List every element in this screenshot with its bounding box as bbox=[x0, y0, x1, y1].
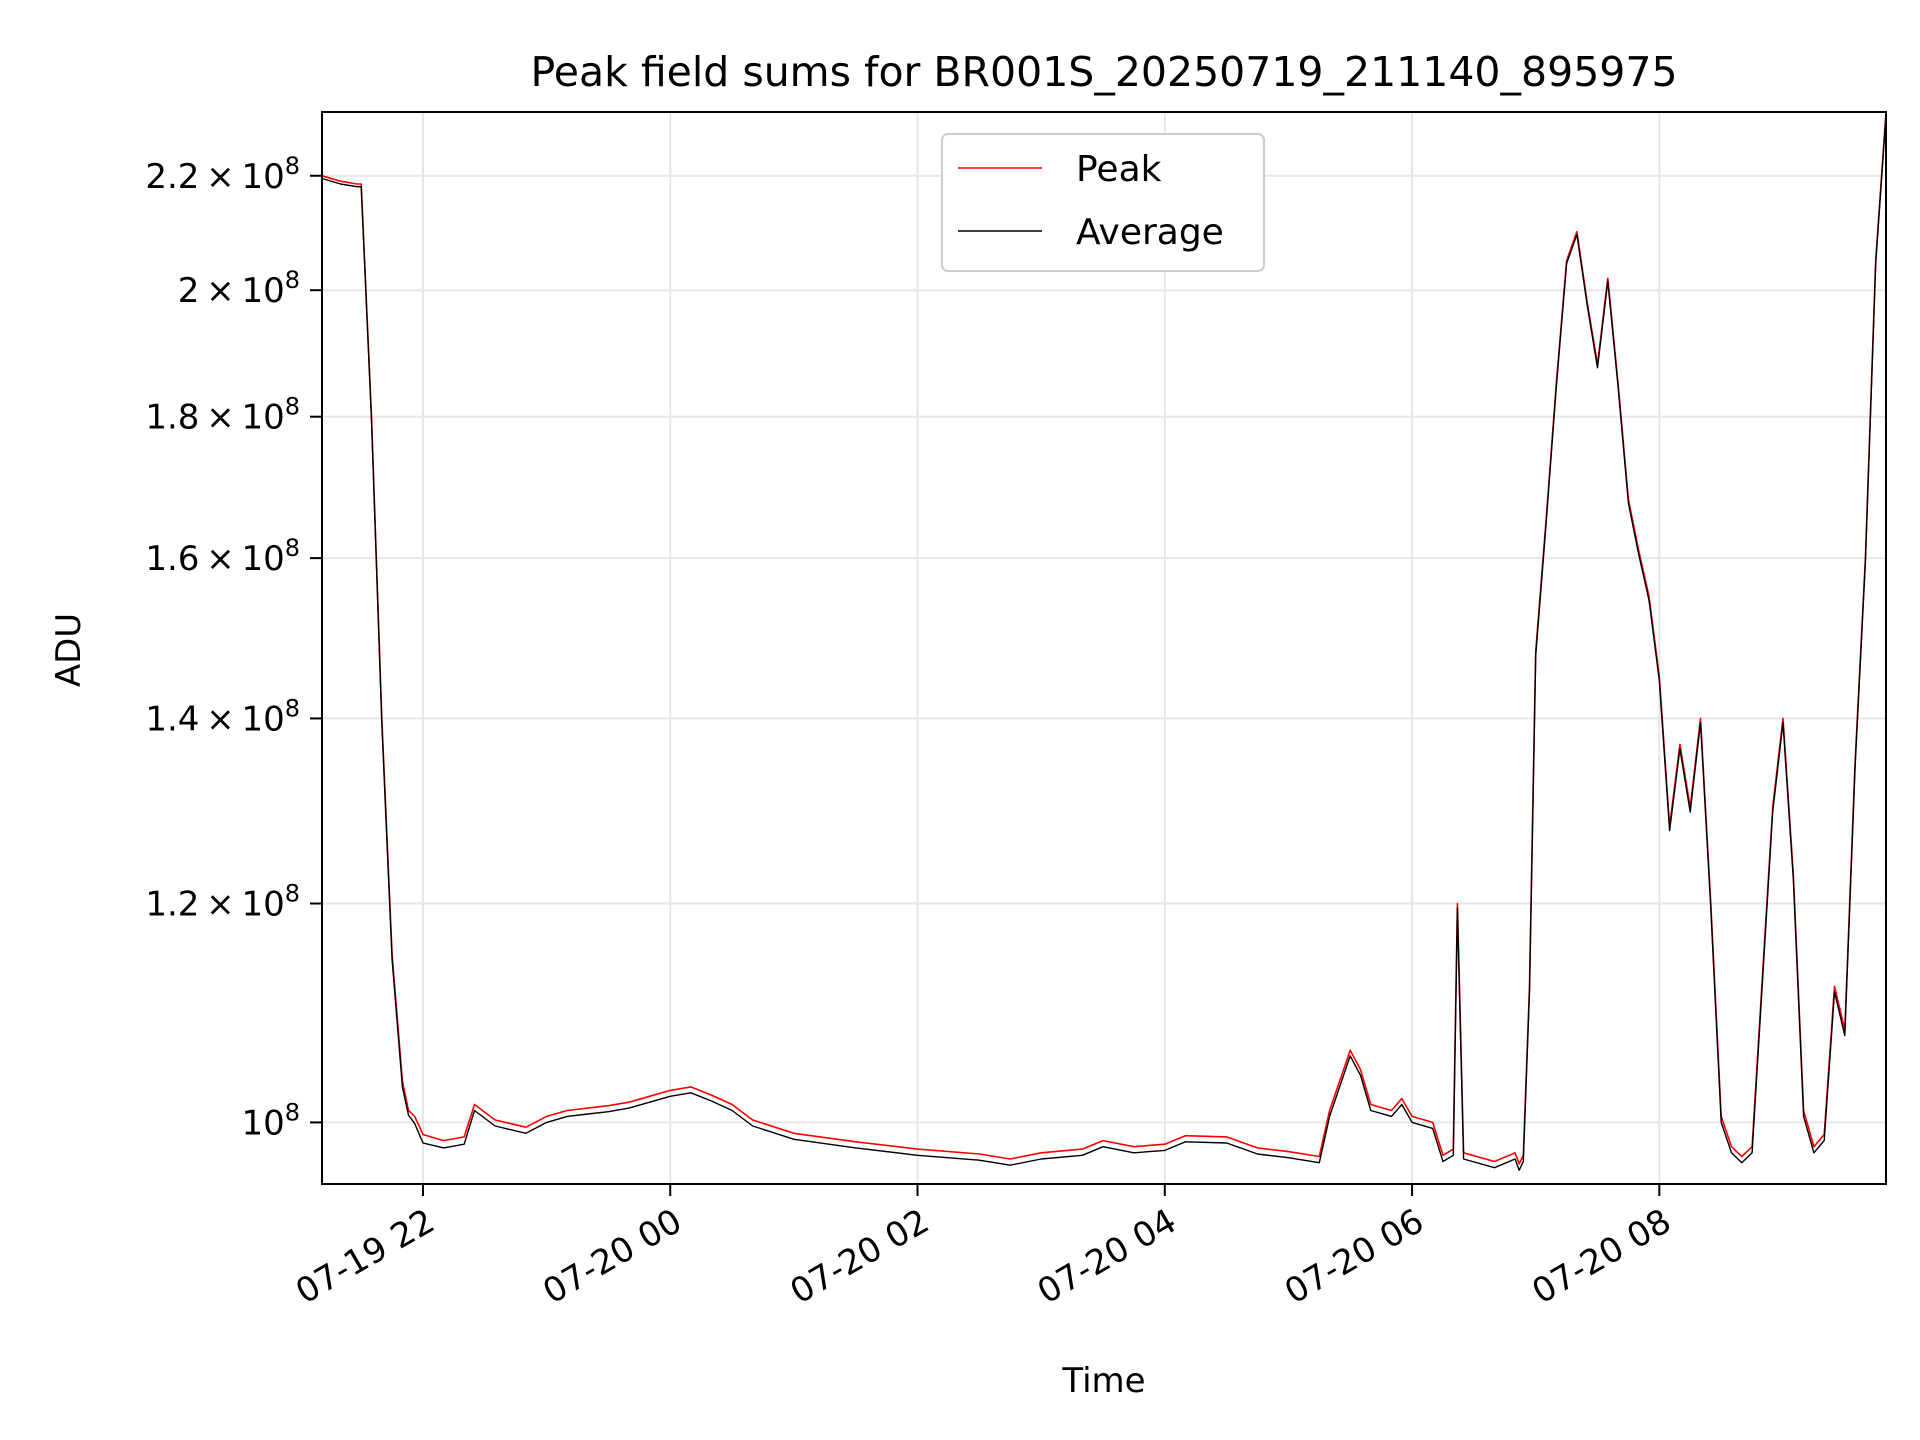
y-tick-label: 1.8 × 108 bbox=[145, 393, 300, 438]
series-average-line bbox=[321, 114, 1887, 1171]
legend-label-peak: Peak bbox=[1076, 149, 1162, 190]
y-tick-label: 108 bbox=[241, 1098, 300, 1143]
chart-title: Peak field sums for BR001S_20250719_2111… bbox=[530, 48, 1677, 96]
plot-area-frame bbox=[321, 111, 1887, 1185]
legend: Peak Average bbox=[941, 133, 1265, 272]
y-axis-label: ADU bbox=[49, 613, 89, 687]
x-axis-label: Time bbox=[1061, 1361, 1145, 1401]
series-layer bbox=[321, 111, 1887, 1171]
y-tick-label: 2.2 × 108 bbox=[145, 152, 300, 197]
y-axis: 108 1.2 × 108 1.4 × 108 1.6 × 108 1.8 × 108 2… bbox=[145, 152, 322, 1143]
grid bbox=[322, 112, 1886, 1184]
y-tick-label: 1.2 × 108 bbox=[145, 880, 300, 925]
y-tick-label: 2 × 108 bbox=[178, 266, 300, 311]
legend-label-average: Average bbox=[1076, 212, 1224, 253]
y-tick-label: 1.4 × 108 bbox=[145, 694, 300, 739]
y-tick-label: 1.6 × 108 bbox=[145, 534, 300, 579]
